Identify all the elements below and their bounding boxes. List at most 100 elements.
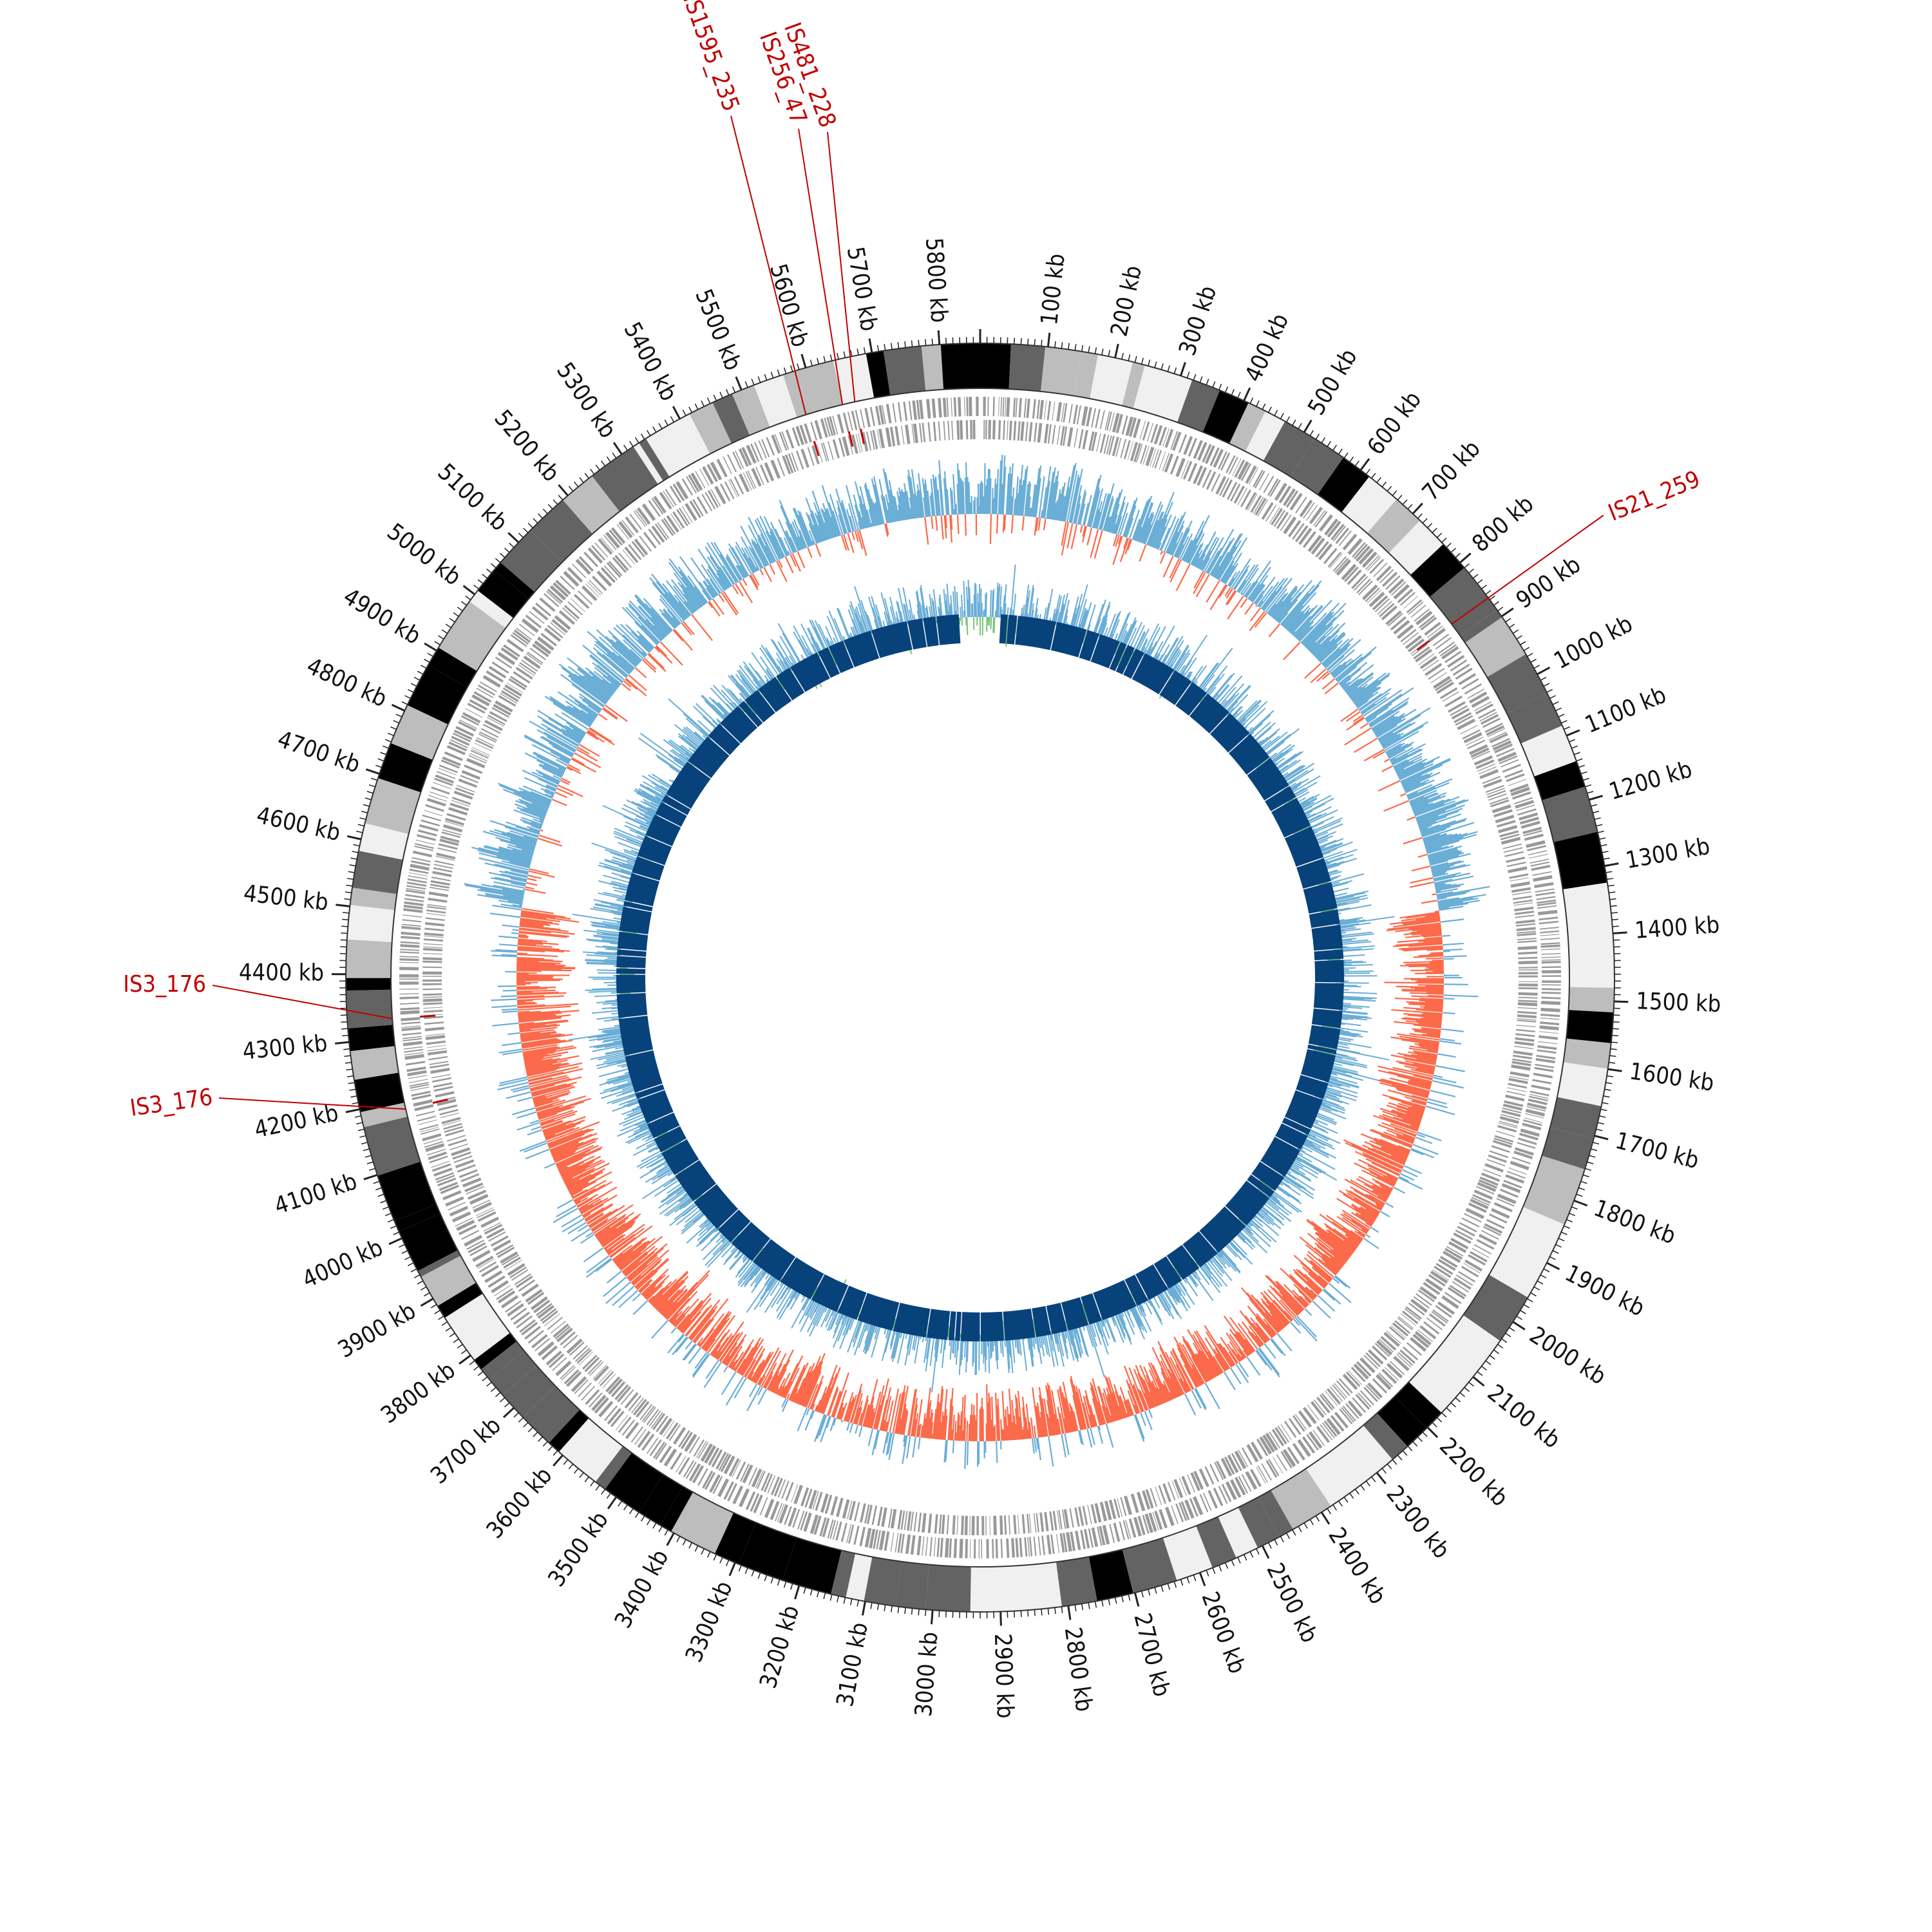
gc-skew-bar [1081, 526, 1088, 543]
gc-skew-bar [1387, 743, 1408, 756]
minor-tick [1450, 1402, 1456, 1408]
gc-skew-bar [615, 1250, 634, 1265]
gc-skew-bar [1075, 503, 1081, 524]
forward-cds [702, 466, 714, 485]
gc-skew-bar [498, 900, 523, 905]
gc-skew-bar [1139, 518, 1150, 543]
gc-skew-bar [1011, 487, 1015, 515]
reverse-cds [1403, 632, 1419, 645]
gc-skew-bar [993, 478, 996, 515]
reverse-cds [705, 491, 716, 509]
gc-skew-bar [522, 1046, 558, 1054]
gc-skew-bar [1307, 1233, 1347, 1264]
minor-tick [477, 579, 484, 584]
gc-skew-bar [571, 1189, 588, 1198]
gc-skew-bar [1180, 1354, 1198, 1388]
gc-skew-bar [533, 1097, 547, 1103]
forward-cds [705, 1472, 715, 1490]
forward-cds [1423, 1321, 1440, 1335]
forward-cds [1037, 1536, 1041, 1556]
major-tick [1179, 362, 1186, 376]
gc-skew-bar [1251, 1322, 1268, 1343]
gc-skew-bar [1363, 689, 1403, 717]
gc-skew-bar [1215, 1355, 1226, 1372]
gc-skew-bar [1214, 533, 1242, 578]
reverse-cds [1470, 1198, 1489, 1209]
gc-skew-bar [705, 546, 732, 587]
gc-skew-bar [1160, 1371, 1175, 1399]
gc-skew-bar [799, 536, 806, 549]
ideogram-band [883, 346, 926, 395]
gc-skew-bar [1414, 1043, 1439, 1048]
gc-skew-bar [541, 1121, 564, 1130]
forward-cds [417, 1115, 437, 1122]
forward-cds [477, 1258, 495, 1269]
gc-skew-bar [1382, 721, 1429, 748]
gc-skew-bar [564, 1167, 596, 1184]
reverse-cds [1350, 1367, 1366, 1383]
gc-skew-bar [1419, 1006, 1443, 1009]
forward-cds [1091, 1527, 1099, 1548]
reverse-cds [1332, 1384, 1346, 1400]
gc-skew-bar [819, 1414, 828, 1436]
gc-skew-bar [1354, 1198, 1380, 1214]
ideogram-band [1464, 617, 1526, 677]
reverse-cds [592, 575, 607, 591]
forward-cds [1458, 673, 1477, 685]
reverse-cds [913, 1512, 918, 1532]
ideogram-band [831, 1550, 856, 1598]
minor-tick [1280, 413, 1284, 419]
minor-tick [1332, 1504, 1337, 1511]
gc-skew-bar [1414, 1051, 1437, 1057]
reverse-cds [755, 466, 764, 485]
gc-skew-bar [1443, 948, 1463, 951]
gc-skew-bar [1414, 796, 1460, 815]
gc-skew-bar [552, 745, 573, 758]
major-tick [1243, 387, 1251, 401]
gc-skew-bar [1061, 1392, 1071, 1433]
reverse-cds [1490, 1150, 1509, 1159]
gc-skew-bar [1406, 1110, 1423, 1117]
gc-skew-bar [679, 1304, 703, 1332]
forward-cds [1036, 399, 1040, 419]
gc-skew-bar [725, 1334, 747, 1366]
gc-skew-bar [709, 579, 721, 594]
ideogram-band [1377, 1396, 1427, 1446]
forward-cds [544, 593, 560, 607]
minor-tick [1585, 1168, 1592, 1171]
forward-cds [425, 1143, 445, 1152]
gc-skew-bar [1387, 741, 1414, 757]
tick-label: 5800 kb [920, 237, 952, 323]
gc-skew-bar [1217, 1343, 1233, 1367]
forward-cds [1428, 627, 1446, 642]
gc-skew-bar [539, 819, 544, 823]
gc-skew-bar [529, 1076, 569, 1088]
forward-cds [1351, 542, 1366, 558]
gc-skew-bar [687, 575, 708, 603]
forward-cds [1121, 415, 1128, 435]
gc-skew-bar [748, 516, 773, 564]
gc-skew-bar [1283, 641, 1301, 661]
tick-label: 3900 kb [334, 1298, 421, 1363]
ideogram-band [1534, 761, 1586, 800]
minor-tick [404, 1256, 411, 1260]
gc-skew-bar [1396, 1108, 1423, 1119]
reverse-cds [480, 728, 499, 738]
gc-skew-bar [960, 1397, 964, 1441]
gc-skew-bar [1021, 516, 1025, 531]
minor-tick [1014, 1611, 1016, 1618]
minor-tick [1533, 1286, 1540, 1291]
gc-skew-bar [701, 564, 722, 594]
minor-tick [413, 676, 421, 681]
gc-skew-bar [1348, 676, 1374, 697]
forward-cds [433, 782, 451, 790]
reverse-cds [518, 1279, 536, 1292]
gc-skew-bar [1345, 677, 1364, 693]
ideogram-band [1499, 1218, 1559, 1279]
gc-skew-bar [575, 1197, 589, 1206]
reverse-cds [1390, 616, 1406, 630]
gc-skew-bar [1220, 560, 1235, 582]
gc-skew-bar [1227, 571, 1237, 587]
forward-cds [500, 1294, 519, 1309]
gc-skew-bar [535, 769, 561, 782]
